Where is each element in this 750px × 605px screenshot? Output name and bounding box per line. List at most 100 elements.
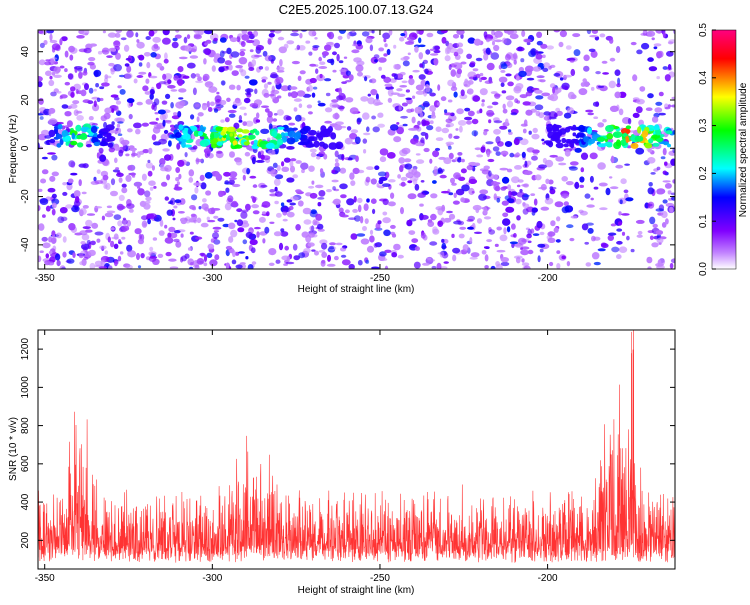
heatmap-cell [393, 44, 397, 49]
heatmap-cell [345, 70, 351, 76]
heatmap-cell [346, 198, 355, 206]
heatmap-cell [671, 196, 675, 201]
heatmap-cell [536, 220, 543, 229]
heatmap-cell [162, 148, 170, 152]
heatmap-cell [308, 185, 315, 189]
heatmap-cell [660, 156, 666, 160]
colorbar-gradient [711, 29, 737, 270]
heatmap-cell [495, 263, 503, 269]
signal-band-cell [193, 130, 200, 137]
heatmap-cell [231, 259, 237, 265]
heatmap-cell [656, 51, 663, 59]
heatmap-cell [114, 157, 118, 164]
heatmap-cell [379, 156, 387, 163]
heatmap-cell [241, 30, 248, 35]
heatmap-cell [599, 33, 606, 38]
heatmap-cell [563, 112, 572, 119]
heatmap-cell [514, 98, 519, 104]
heatmap-cell [150, 52, 157, 58]
heatmap-cell [79, 261, 85, 266]
heatmap-cell [559, 30, 568, 38]
heatmap-cell [127, 165, 133, 171]
heatmap-cell [476, 218, 483, 224]
heatmap-cell [135, 128, 141, 135]
heatmap-cell [286, 40, 295, 45]
signal-band-cell [653, 126, 660, 131]
heatmap-cell [290, 158, 297, 162]
heatmap-cell [252, 184, 258, 188]
heatmap-cell [467, 37, 476, 44]
heatmap-cell [297, 75, 302, 82]
heatmap-cell [414, 246, 420, 251]
heatmap-cell [437, 220, 444, 227]
heatmap-cell [201, 102, 208, 111]
signal-band-cell [271, 130, 278, 138]
signal-band-cell [286, 137, 296, 145]
heatmap-cell [324, 107, 333, 113]
heatmap-cell [580, 152, 589, 160]
heatmap-cell [315, 213, 323, 221]
heatmap-cell [80, 89, 87, 97]
heatmap-cell [563, 201, 569, 207]
heatmap-cell [401, 102, 408, 107]
heatmap-cell [496, 249, 506, 253]
heatmap-cell [228, 64, 233, 71]
heatmap-cell [248, 67, 255, 71]
heatmap-cell [406, 36, 416, 41]
heatmap-cell [141, 122, 149, 127]
heatmap-cell [225, 66, 230, 69]
heatmap-cell [120, 139, 130, 146]
heatmap-cell [174, 230, 181, 234]
heatmap-cell [345, 80, 352, 83]
heatmap-cell [173, 112, 178, 116]
signal-band-cell [564, 139, 573, 144]
heatmap-cell [647, 57, 654, 62]
heatmap-cell [326, 263, 336, 267]
heatmap-cell [70, 91, 75, 98]
heatmap-cell [362, 112, 370, 120]
heatmap-cell [276, 165, 281, 171]
heatmap-cell [286, 177, 295, 183]
heatmap-cell [68, 160, 76, 168]
heatmap-cell [276, 66, 285, 71]
heatmap-cell [93, 176, 97, 182]
heatmap-cell [525, 91, 533, 97]
signal-band-cell [652, 142, 660, 147]
heatmap-cell [531, 207, 538, 213]
heatmap-cell [654, 107, 663, 113]
heatmap-cell [211, 208, 221, 211]
heatmap-cell [378, 47, 385, 52]
heatmap-cell [287, 84, 292, 91]
heatmap-cell [452, 34, 460, 39]
heatmap-cell [142, 85, 149, 92]
heatmap-cell [327, 254, 331, 262]
heatmap-cell [176, 143, 181, 150]
heatmap-cell [62, 182, 67, 186]
heatmap-cell [41, 156, 48, 160]
signal-band-cell [605, 125, 614, 133]
heatmap-cell [449, 47, 458, 54]
heatmap-cell [91, 222, 99, 229]
heatmap-cell [414, 183, 420, 191]
heatmap-cell [649, 216, 656, 225]
heatmap-cell [346, 32, 351, 40]
heatmap-cell [126, 244, 133, 252]
heatmap-cell [593, 116, 599, 119]
heatmap-cell [472, 68, 479, 72]
signal-band-cell [583, 136, 589, 143]
heatmap-cell [502, 103, 506, 110]
signal-band-cell [200, 127, 206, 133]
heatmap-cell [62, 251, 67, 258]
heatmap-cell [591, 30, 598, 34]
heatmap-cell [408, 40, 415, 43]
heatmap-cell [580, 167, 585, 173]
heatmap-cell [314, 37, 318, 40]
heatmap-cell [537, 255, 541, 263]
heatmap-cell [319, 73, 323, 79]
heatmap-cell [184, 152, 188, 158]
heatmap-cell [485, 47, 491, 55]
heatmap-cell [49, 175, 56, 182]
heatmap-cell [248, 229, 254, 233]
heatmap-cell [452, 247, 461, 254]
heatmap-cell [337, 154, 345, 160]
